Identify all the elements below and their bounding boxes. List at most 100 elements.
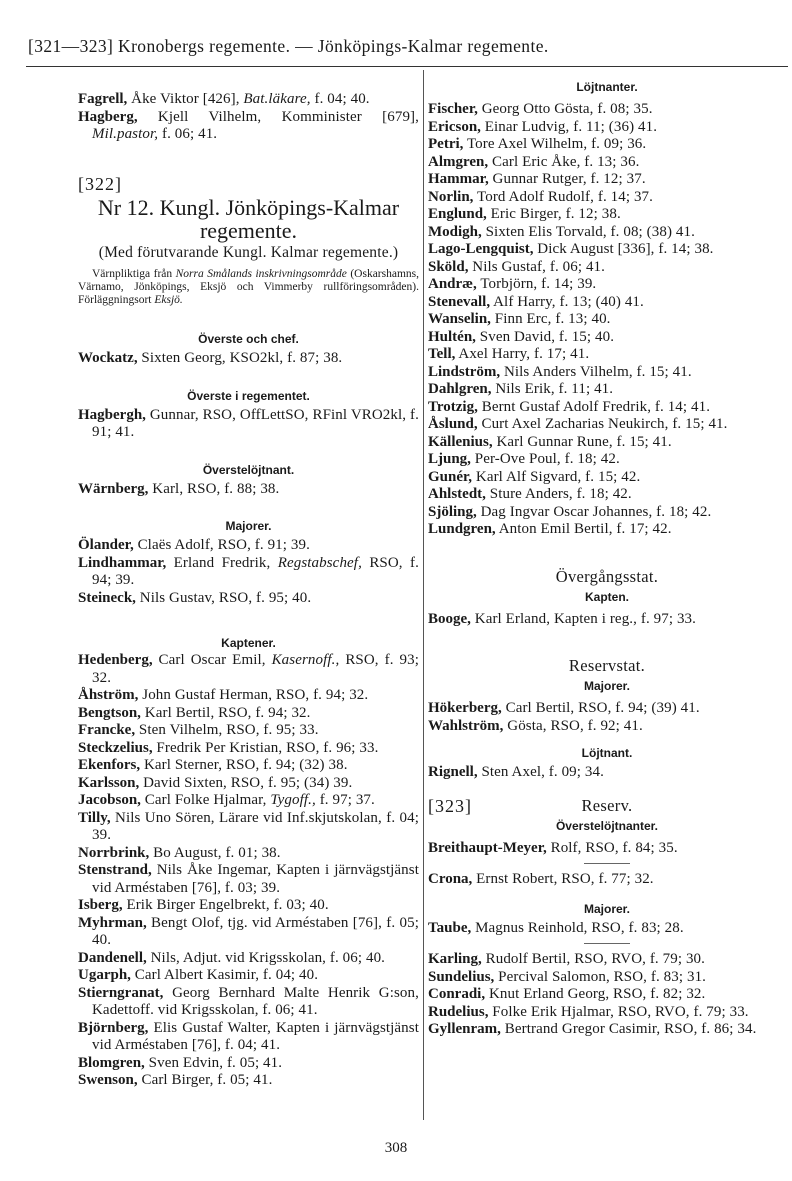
regiment-title-line2: regemente. [199, 217, 298, 243]
entry-text: Sixten Georg, KSO2kl, f. 87; 38. [137, 350, 343, 367]
entry-text: Ernst Robert, RSO, f. 77; 32. [472, 871, 654, 887]
entry-text: Åke Viktor [426], [127, 91, 244, 107]
list-item: Conradi, Knut Erland Georg, RSO, f. 82; … [428, 986, 786, 1004]
list-item: Norrbrink, Bo August, f. 01; 38. [78, 845, 419, 863]
surname: Tilly, [78, 809, 111, 826]
entry-text: Sten Vilhelm, RSO, f. 95; 33. [135, 722, 319, 739]
heading-overstelojtnant: Överstelöjtnant. [202, 462, 295, 477]
surname: Isberg, [78, 897, 123, 914]
entry-text: Karl Erland, Kapten i reg., f. 97; 33. [470, 610, 697, 627]
surname: Ugarph, [78, 967, 131, 984]
heading-kaptener: Kaptener. [221, 636, 276, 651]
page-number: 308 [384, 1140, 408, 1156]
entry-text: Erland Fredrik, [166, 554, 278, 571]
heading-kapten: Kapten. [584, 589, 629, 604]
running-header: [321—323] Kronobergs regemente. — Jönköp… [28, 36, 549, 56]
list-item: Lindström, Nils Anders Vilhelm, f. 15; 4… [428, 364, 786, 382]
entry-text: Carl Eric Åke, f. 13; 36. [488, 153, 640, 170]
list-item: Hammar, Gunnar Rutger, f. 12; 37. [428, 171, 786, 189]
surname: Crona, [428, 871, 473, 887]
entry-text: Bernt Gustaf Adolf Fredrik, f. 14; 41. [477, 398, 711, 415]
surname: Steineck, [78, 589, 136, 606]
surname: Petri, [428, 136, 464, 152]
italic-text: Tygoff., [270, 792, 316, 809]
entry-text: Värnpliktiga från [92, 267, 176, 280]
entry-text: Karl, RSO, f. 88; 38. [148, 480, 280, 497]
entry-text: Sven David, f. 15; 40. [475, 328, 615, 345]
surname: Francke, [78, 722, 136, 739]
list-item: Modigh, Sixten Elis Torvald, f. 08; (38)… [428, 224, 786, 242]
surname: Sjöling, [428, 503, 477, 520]
list-item: Petri, Tore Axel Wilhelm, f. 09; 36. [428, 136, 786, 154]
entry-text: Rudolf Bertil, RSO, RVO, f. 79; 30. [481, 951, 706, 967]
list-item: Lindhammar, Erland Fredrik, Regstabschef… [78, 555, 419, 590]
list-item: Steineck, Nils Gustav, RSO, f. 95; 40. [78, 590, 419, 608]
list-item: Sköld, Nils Gustaf, f. 06; 41. [428, 259, 786, 277]
surname: Norlin, [428, 188, 474, 205]
list-item: Ericson, Einar Ludvig, f. 11; (36) 41. [428, 119, 786, 137]
entry-text: Nils Gustaf, f. 06; 41. [468, 258, 606, 275]
entry-text: John Gustaf Herman, RSO, f. 94; 32. [138, 687, 369, 704]
entry-text: Elis Gustaf Walter, Kapten i järnvägstjä… [92, 1019, 419, 1054]
surname: Hammar, [428, 171, 489, 187]
group-reserv-crona: Crona, Ernst Robert, RSO, f. 77; 32. [428, 871, 786, 889]
surname: Fischer, [428, 101, 478, 117]
list-item: Crona, Ernst Robert, RSO, f. 77; 32. [428, 871, 786, 889]
regiment-note: Värnpliktiga från Norra Smålands inskriv… [78, 268, 419, 308]
heading-majorer: Majorer. [225, 519, 272, 534]
surname: Gyllenram, [428, 1021, 501, 1037]
italic-text: Mil.pastor, [92, 126, 159, 142]
entry-text: Axel Harry, f. 17; 41. [455, 346, 590, 362]
list-item: Tilly, Nils Uno Sören, Lärare vid Inf.sk… [78, 810, 419, 845]
list-item: Ekenfors, Karl Sterner, RSO, f. 94; (32)… [78, 757, 419, 775]
entry-text: f. 97; 37. [315, 792, 375, 809]
heading-reservstat-lojtnant: Löjtnant. [581, 746, 633, 760]
list-item: Källenius, Karl Gunnar Rune, f. 15; 41. [428, 434, 786, 452]
list-item: Rudelius, Folke Erik Hjalmar, RSO, RVO, … [428, 1004, 786, 1022]
list-item: Ugarph, Carl Albert Kasimir, f. 04; 40. [78, 967, 419, 985]
heading-reservstat-majorer: Majorer. [583, 679, 631, 693]
heading-lojtnanter: Löjtnanter. [576, 80, 638, 94]
surname: Trotzig, [428, 398, 478, 415]
entry-text: Rolf, RSO, f. 84; 35. [546, 839, 678, 856]
entry-text: Knut Erland Georg, RSO, f. 82; 32. [485, 986, 706, 1002]
surname: Bengtson, [78, 704, 141, 721]
column-divider [423, 70, 424, 1120]
separator-rule [584, 943, 630, 944]
surname: Åhström, [78, 687, 139, 704]
surname: Breithaupt-Meyer, [428, 839, 547, 856]
group-overste-och-chef: Wockatz, Sixten Georg, KSO2kl, f. 87; 38… [78, 350, 419, 368]
list-item: Wockatz, Sixten Georg, KSO2kl, f. 87; 38… [78, 350, 419, 368]
list-item: Blomgren, Sven Edvin, f. 05; 41. [78, 1055, 419, 1073]
surname: Jacobson, [78, 792, 141, 809]
group-majorer: Ölander, Claës Adolf, RSO, f. 91; 39. Lin… [78, 537, 419, 607]
overgangsstat-title: Övergångsstat. [555, 566, 659, 586]
entry-text: Tore Axel Wilhelm, f. 09; 36. [463, 136, 647, 152]
surname: Ljung, [428, 451, 471, 467]
group-kaptener: Hedenberg, Carl Oscar Emil, Kasernoff., … [78, 652, 419, 1090]
entry-text: Per-Ove Poul, f. 18; 42. [470, 451, 620, 467]
italic-text: Eksjö. [154, 294, 183, 307]
group-overste-i-regementet: Hagbergh, Gunnar, RSO, OffLettSO, RFinl … [78, 407, 419, 442]
entry-text: Georg Otto Gösta, f. 08; 35. [477, 101, 653, 117]
surname: Ericson, [428, 118, 481, 135]
entry-text: Georg Bernhard Malte Henrik G:son, Kadet… [92, 984, 419, 1019]
surname: Sundelius, [428, 968, 495, 985]
list-item: Booge, Karl Erland, Kapten i reg., f. 97… [428, 611, 786, 629]
entry-text: Sixten Elis Torvald, f. 08; (38) 41. [481, 223, 695, 240]
list-item: Francke, Sten Vilhelm, RSO, f. 95; 33. [78, 722, 419, 740]
surname: Dandenell, [78, 949, 147, 966]
entry-text: Erik Birger Engelbrekt, f. 03; 40. [122, 897, 329, 914]
surname: Hedenberg, [78, 652, 153, 669]
section-number-323: [323] [428, 795, 472, 816]
list-item: Lago-Lengquist, Dick August [336], f. 14… [428, 241, 786, 259]
entry-text: Gösta, RSO, f. 92; 41. [503, 717, 643, 734]
surname: Ekenfors, [78, 757, 141, 774]
surname: Englund, [428, 206, 487, 222]
entry-text: Torbjörn, f. 14; 39. [476, 276, 597, 292]
italic-text: Norra Smålands inskrivningsområde [175, 267, 347, 280]
list-item: Dandenell, Nils, Adjut. vid Krigsskolan,… [78, 950, 419, 968]
intro-entries: Fagrell, Åke Viktor [426], Bat.läkare, f… [78, 91, 419, 144]
list-item: Andræ, Torbjörn, f. 14; 39. [428, 276, 786, 294]
entry-text: Nils Erik, f. 11; 41. [491, 381, 614, 397]
